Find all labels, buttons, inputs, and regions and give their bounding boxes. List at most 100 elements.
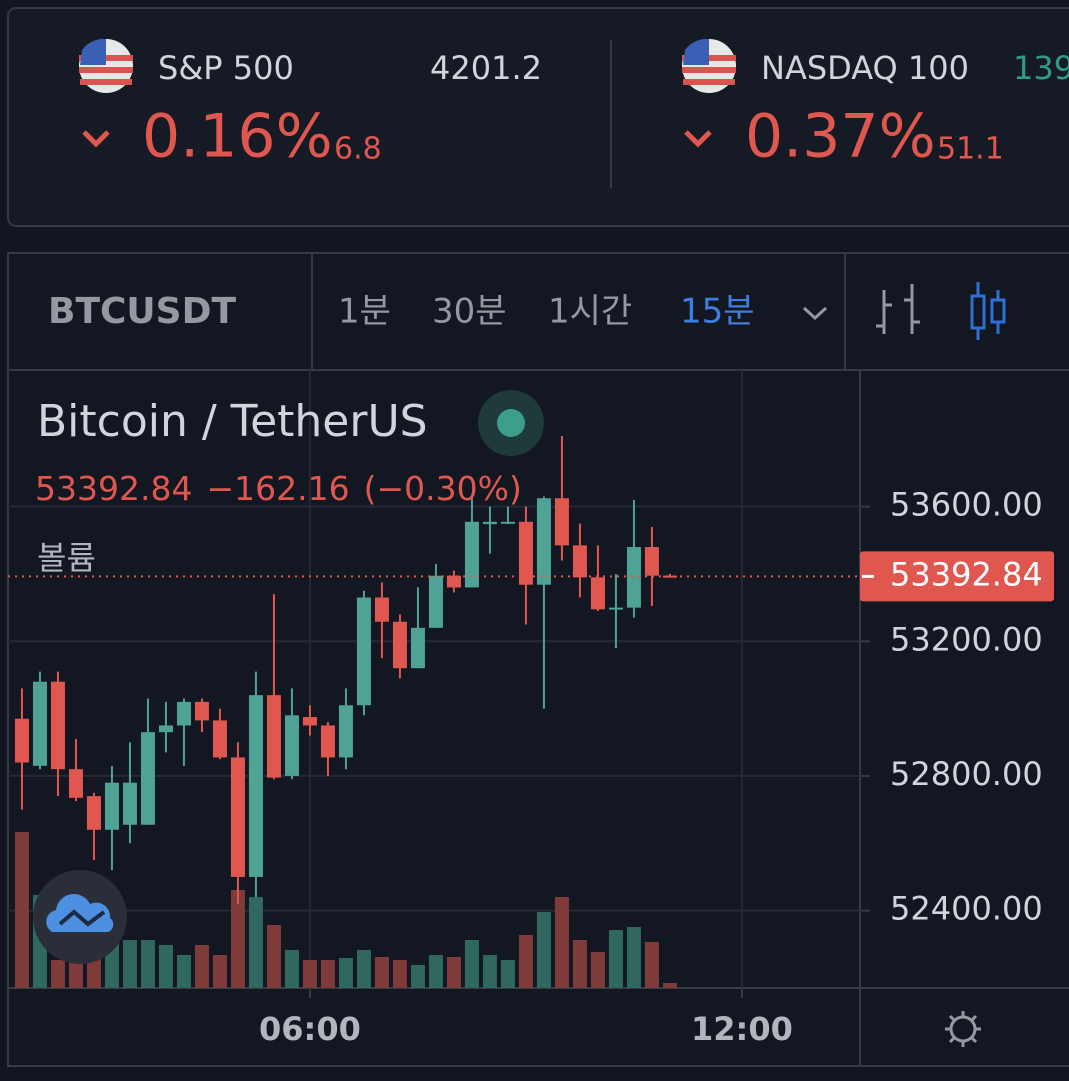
volume-bar (356, 950, 371, 988)
volume-bar (590, 952, 605, 988)
candle-body (428, 575, 443, 628)
volume-bar (50, 960, 65, 988)
cloud-button[interactable] (33, 870, 127, 964)
volume-bar (302, 960, 317, 988)
y-tick-label: 53200.00 (890, 620, 1043, 658)
status-dot (497, 409, 525, 437)
ticker-price: 139 (1013, 49, 1069, 87)
candle-body (500, 521, 515, 524)
candle-body (104, 782, 119, 830)
candle-body (536, 498, 551, 585)
interval-tab[interactable]: 1시간 (548, 292, 632, 332)
flag-canton (80, 38, 106, 65)
candle-style-icon[interactable] (970, 282, 1006, 340)
candle-body (158, 725, 173, 733)
candle-body (122, 782, 137, 825)
candle-body (284, 715, 299, 776)
ticker-change: 51.1 (937, 132, 1004, 167)
volume-bar (266, 925, 281, 988)
interval-dropdown[interactable] (802, 306, 828, 321)
candle-body (194, 701, 209, 721)
volume-bar (140, 940, 155, 988)
candle-body (212, 720, 227, 758)
x-tick-label: 06:00 (259, 1010, 361, 1048)
volume-bar (14, 832, 29, 988)
candle-body (356, 597, 371, 706)
candle-body (320, 725, 335, 758)
candle-body (644, 547, 659, 576)
interval-tab[interactable]: 1분 (338, 292, 391, 332)
ticker-name: NASDAQ 100 (761, 49, 969, 87)
volume-label: 볼륨 (37, 539, 96, 577)
volume-bar (608, 930, 623, 988)
y-tick-label: 52800.00 (890, 755, 1043, 793)
candle-body (176, 701, 191, 726)
ticker-price: 4201.2 (430, 49, 542, 87)
settings-gear[interactable] (945, 1011, 981, 1047)
volume-bar (572, 940, 587, 988)
volume-bar (122, 940, 137, 988)
volume-bar (194, 945, 209, 988)
candle-body (266, 695, 281, 778)
volume-bar (626, 927, 641, 988)
legend-change: −162.16 (206, 469, 349, 508)
candle-body (338, 705, 353, 758)
legend-values: 53392.84 −162.16 (−0.30%) (35, 469, 522, 508)
volume-bar (320, 960, 335, 988)
volume-bar (428, 955, 443, 988)
candle-body (518, 521, 533, 585)
volume-bar (554, 897, 569, 988)
candle-body (662, 575, 677, 578)
volume-bar (374, 957, 389, 988)
interval-tab[interactable]: 30분 (432, 292, 507, 332)
down-chevron (684, 130, 712, 148)
ticker[interactable]: S&P 500 4201.2 0.16% 6.8 (79, 38, 542, 172)
ticker-panel (7, 7, 1069, 227)
symbol[interactable]: BTCUSDT (48, 291, 236, 332)
volume-bar (284, 950, 299, 988)
candle-body (86, 796, 101, 830)
candle-body (590, 577, 605, 610)
candle-body (68, 769, 83, 798)
volume-bar (68, 960, 83, 988)
candle-body (230, 757, 245, 877)
volume-bar (230, 890, 245, 988)
volume-bar (446, 957, 461, 988)
volume-bar (410, 965, 425, 988)
legend-change-pct: (−0.30%) (364, 469, 522, 508)
candle-body (50, 681, 65, 770)
candle-body (32, 681, 47, 766)
volume-bar (464, 940, 479, 988)
candle-body (410, 627, 425, 669)
interval-tab[interactable]: 15분 (680, 292, 755, 332)
volume-bar (500, 960, 515, 988)
candle-body (608, 607, 623, 610)
ticker-name: S&P 500 (158, 49, 294, 87)
volume-bar (248, 897, 263, 988)
candle-body (446, 575, 461, 588)
candle-body (248, 695, 263, 877)
volume-bar (338, 958, 353, 988)
interval-group: 1분 30분 1시간 15분 (338, 292, 755, 332)
bar-style-icon[interactable] (876, 284, 920, 334)
candle-body (392, 621, 407, 669)
candle-body (302, 717, 317, 726)
last-price-label: 53392.84 (890, 555, 1043, 593)
y-tick-label: 52400.00 (890, 890, 1043, 928)
candle-body (482, 521, 497, 525)
plot-area: 06:00 12:00 52400.00 52800.00 53200.00 53600.… (8, 370, 1054, 1048)
candle-body (626, 547, 641, 608)
volume-bar (158, 945, 173, 988)
ticker-change: 6.8 (334, 132, 382, 167)
candle-body (14, 718, 29, 763)
volume-bar (212, 955, 227, 988)
legend-price: 53392.84 (35, 469, 192, 508)
volume-bar (518, 935, 533, 988)
flag-canton (683, 38, 709, 65)
ticker[interactable]: NASDAQ 100 139 0.37% 51.1 (682, 38, 1069, 172)
volume-bar (392, 960, 407, 988)
candle-body (374, 597, 389, 622)
ticker-change-pct: 0.37% (745, 102, 936, 172)
volume-bar (536, 912, 551, 988)
